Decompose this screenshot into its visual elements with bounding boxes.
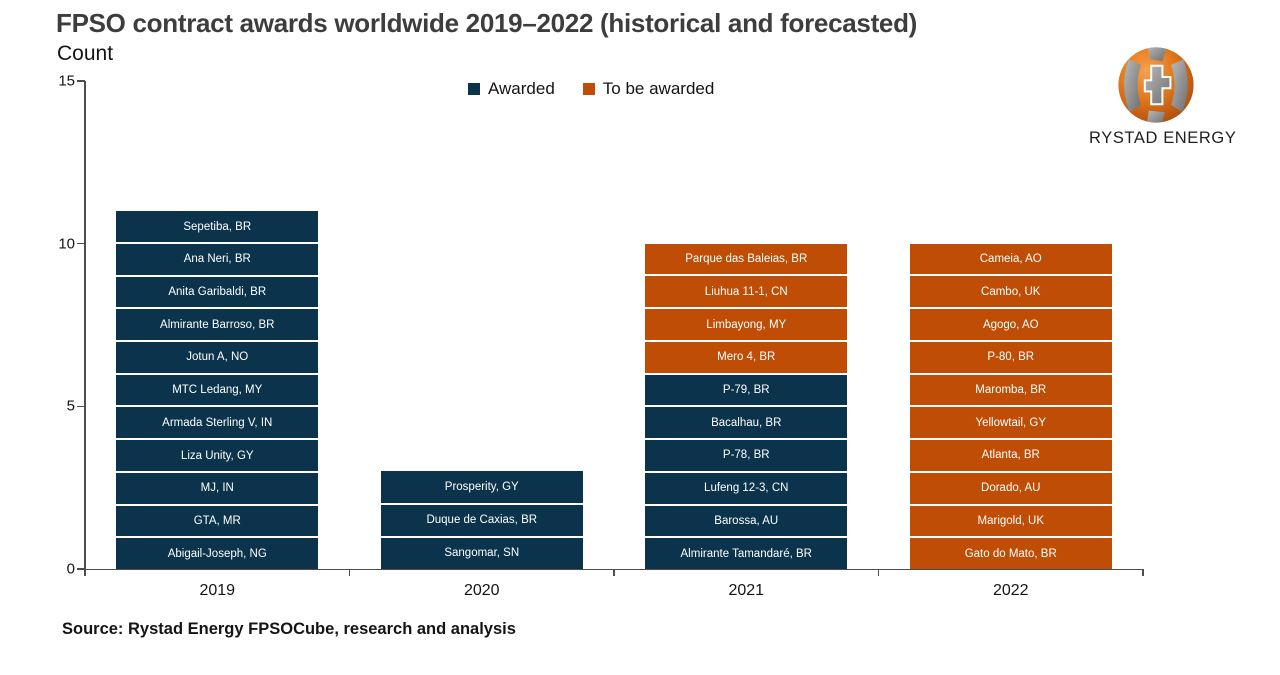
bar-segment: MJ, IN	[116, 470, 319, 504]
chart-title: FPSO contract awards worldwide 2019–2022…	[56, 8, 918, 38]
awarded-swatch-icon	[468, 83, 480, 95]
bar-segment: Armada Sterling V, IN	[116, 405, 319, 439]
bar-segment: Atlanta, BR	[909, 438, 1112, 471]
bar-segment: Agogo, AO	[909, 307, 1112, 340]
bar-segment: Sepetiba, BR	[116, 211, 319, 242]
bar-segment: Prosperity, GY	[380, 471, 583, 503]
y-axis-line	[84, 81, 86, 569]
stacked-bar-2021: Parque das Baleias, BR Liuhua 11-1, CN Lim…	[645, 243, 848, 570]
bar-segment: Maromba, BR	[909, 372, 1112, 406]
bar-segment: Mero 4, BR	[645, 339, 848, 373]
bar-segment: Barossa, AU	[645, 503, 848, 537]
y-tick-mark	[77, 242, 85, 245]
bar-segment: P-80, BR	[909, 339, 1112, 373]
y-tick-label: 10	[58, 235, 75, 253]
bar-segment: Cambo, UK	[909, 274, 1112, 308]
bar-segment: Sangomar, SN	[380, 535, 583, 570]
bar-segment: Lufeng 12-3, CN	[645, 470, 848, 504]
y-tick-mark	[77, 80, 85, 82]
legend-label: Awarded	[488, 79, 555, 98]
plot-area: 0 5 10 15 Sepetiba, BR Ana Neri, BR Anita Gari…	[58, 73, 1144, 599]
y-tick-label: 5	[66, 397, 75, 415]
to-be-awarded-swatch-icon	[582, 83, 595, 95]
brand-name: RYSTAD ENERGY	[1089, 129, 1237, 147]
x-category-label: 2021	[728, 582, 765, 599]
legend-label: To be awarded	[602, 79, 715, 98]
bar-segment: Anita Garibaldi, BR	[116, 274, 319, 308]
bar-segment: Parque das Baleias, BR	[645, 243, 848, 275]
bar-segment: Cameia, AO	[909, 243, 1112, 275]
bar-segment: Abigail-Joseph, NG	[116, 536, 319, 570]
x-category-label: 2019	[199, 582, 236, 599]
bar-segment: P-79, BR	[645, 372, 848, 406]
bar-segment: Bacalhau, BR	[645, 405, 848, 439]
x-tick-mark	[1142, 569, 1144, 576]
y-tick-mark	[77, 568, 85, 570]
stacked-bar-2022: Cameia, AO Cambo, UK Agogo, AO P-80, BR Maro…	[909, 243, 1112, 570]
bar-segment: Liza Unity, GY	[116, 438, 319, 471]
legend: Awarded To be awarded	[468, 79, 714, 99]
globe-logo-icon	[1118, 47, 1194, 123]
source-note: Source: Rystad Energy FPSOCube, research…	[62, 620, 516, 638]
y-tick-label: 15	[58, 72, 75, 90]
x-category-label: 2020	[463, 582, 500, 599]
bar-segment: MTC Ledang, MY	[116, 372, 319, 406]
bar-segment: Ana Neri, BR	[116, 241, 319, 275]
stacked-bar-2020: Prosperity, GY Duque de Caxias, BR Sangoma…	[380, 471, 583, 570]
bar-segment: Almirante Tamandaré, BR	[645, 536, 848, 570]
rystad-energy-logo: RYSTAD ENERGY	[1089, 45, 1237, 148]
bar-segment: Yellowtail, GY	[909, 405, 1112, 439]
stacked-bar-2019: Sepetiba, BR Ana Neri, BR Anita Garibaldi,…	[116, 211, 319, 570]
bar-segment: Liuhua 11-1, CN	[645, 274, 848, 308]
x-tick-mark	[84, 569, 86, 576]
bar-segment: Jotun A, NO	[116, 340, 319, 373]
bar-segment: GTA, MR	[116, 503, 319, 537]
bar-segment: Gato do Mato, BR	[909, 536, 1112, 570]
y-tick-label: 0	[66, 560, 75, 578]
bar-segment: Almirante Barroso, BR	[116, 307, 319, 341]
legend-item-awarded: Awarded	[468, 79, 555, 99]
bar-segment: Limbayong, MY	[645, 307, 848, 340]
bar-segment: Marigold, UK	[909, 503, 1112, 537]
x-tick-mark	[348, 569, 351, 576]
x-category-label: 2022	[992, 582, 1029, 599]
y-tick-mark	[77, 405, 85, 408]
x-tick-mark	[877, 569, 880, 576]
legend-item-to-be-awarded: To be awarded	[582, 79, 715, 99]
bar-segment: Dorado, AU	[909, 470, 1112, 504]
y-axis-unit-label: Count	[57, 42, 114, 65]
x-tick-mark	[613, 569, 615, 576]
bar-segment: P-78, BR	[645, 438, 848, 471]
bar-segment: Duque de Caxias, BR	[380, 502, 583, 536]
